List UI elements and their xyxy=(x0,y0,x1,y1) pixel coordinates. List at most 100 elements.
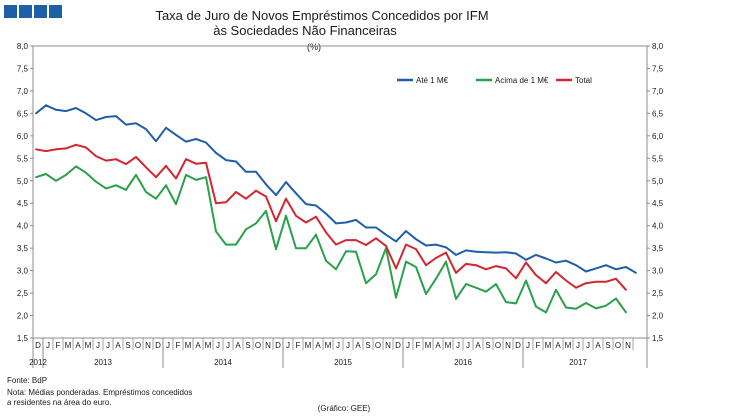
data-point xyxy=(425,244,427,247)
data-point xyxy=(585,270,587,273)
x-month-label: J xyxy=(46,341,50,350)
x-month-label: J xyxy=(586,341,590,350)
y-tick-label-right: 2,5 xyxy=(652,289,664,298)
data-point xyxy=(575,264,577,267)
data-point xyxy=(605,304,607,307)
data-point xyxy=(565,306,567,309)
data-point xyxy=(535,274,537,276)
data-point xyxy=(55,148,57,151)
y-tick-label-left: 4,0 xyxy=(17,222,29,231)
y-tick-label-right: 5,5 xyxy=(652,154,664,163)
x-month-label: M xyxy=(205,341,212,350)
data-point xyxy=(555,289,557,291)
data-point xyxy=(415,238,417,241)
data-point xyxy=(615,297,617,300)
data-point xyxy=(355,250,357,253)
data-point xyxy=(285,181,287,184)
data-point xyxy=(525,261,527,264)
y-tick-label-right: 7,0 xyxy=(652,87,664,96)
x-month-label: D xyxy=(35,341,41,350)
y-tick-label-right: 6,0 xyxy=(652,132,664,141)
x-month-label: J xyxy=(346,341,350,350)
data-point xyxy=(425,293,427,295)
data-point xyxy=(125,188,127,191)
data-point xyxy=(355,239,357,242)
data-point xyxy=(215,230,217,233)
x-month-label: M xyxy=(185,341,192,350)
x-month-label: S xyxy=(125,341,130,350)
data-point xyxy=(535,305,537,308)
data-point xyxy=(55,108,57,111)
data-point xyxy=(265,183,267,186)
x-month-label: S xyxy=(245,341,250,350)
data-point xyxy=(455,254,457,256)
data-point xyxy=(135,156,137,158)
y-tick-label-left: 3,5 xyxy=(17,244,29,253)
data-point xyxy=(565,259,567,262)
data-point xyxy=(265,195,267,198)
data-point xyxy=(75,107,77,109)
data-point xyxy=(435,257,437,259)
data-point xyxy=(395,267,397,270)
data-point xyxy=(525,258,527,261)
data-point xyxy=(345,221,347,224)
data-point xyxy=(155,176,157,179)
data-point xyxy=(165,126,167,129)
x-month-label: S xyxy=(485,341,490,350)
data-point xyxy=(245,228,247,231)
data-point xyxy=(515,302,517,305)
x-month-label: J xyxy=(166,341,170,350)
data-point xyxy=(405,230,407,233)
data-point xyxy=(345,250,347,253)
x-year-label: 2014 xyxy=(214,358,232,367)
data-point xyxy=(245,197,247,200)
footer-credit: (Gráfico: GEE) xyxy=(318,404,371,413)
data-point xyxy=(545,257,547,260)
x-month-label: N xyxy=(505,341,511,350)
data-point xyxy=(85,112,87,115)
data-point xyxy=(415,266,417,268)
data-point xyxy=(535,254,537,256)
data-point xyxy=(375,237,377,240)
x-month-label: O xyxy=(255,341,261,350)
data-point xyxy=(35,112,37,115)
y-tick-label-left: 7,0 xyxy=(17,87,29,96)
x-month-label: M xyxy=(85,341,92,350)
data-point xyxy=(125,163,127,166)
data-point xyxy=(595,267,597,270)
x-month-label: F xyxy=(296,341,301,350)
chart-unit: (%) xyxy=(307,42,321,52)
data-point xyxy=(405,243,407,246)
data-point xyxy=(555,271,557,273)
data-point xyxy=(235,243,237,246)
data-point xyxy=(145,128,147,131)
x-month-label: M xyxy=(545,341,552,350)
data-point xyxy=(75,165,77,168)
y-tick-label-right: 5,0 xyxy=(652,177,664,186)
data-point xyxy=(115,158,117,161)
data-point xyxy=(125,123,127,126)
data-point xyxy=(255,170,257,173)
data-point xyxy=(585,282,587,285)
x-month-label: O xyxy=(135,341,141,350)
data-point xyxy=(175,203,177,206)
data-point xyxy=(175,177,177,180)
y-tick-label-right: 3,0 xyxy=(652,267,664,276)
y-tick-label-left: 2,0 xyxy=(17,312,29,321)
data-point xyxy=(615,277,617,280)
data-point xyxy=(275,248,277,251)
data-point xyxy=(515,277,517,280)
data-point xyxy=(355,219,357,221)
data-point xyxy=(435,243,437,246)
data-point xyxy=(575,307,577,310)
y-tick-label-right: 4,0 xyxy=(652,222,664,231)
y-tick-label-right: 7,5 xyxy=(652,64,664,73)
data-point xyxy=(215,152,217,154)
x-year-label: 2016 xyxy=(454,358,472,367)
data-point xyxy=(495,283,497,285)
x-month-label: J xyxy=(286,341,290,350)
x-month-label: A xyxy=(435,341,441,350)
legend-label: Total xyxy=(575,76,592,85)
data-point xyxy=(385,233,387,236)
